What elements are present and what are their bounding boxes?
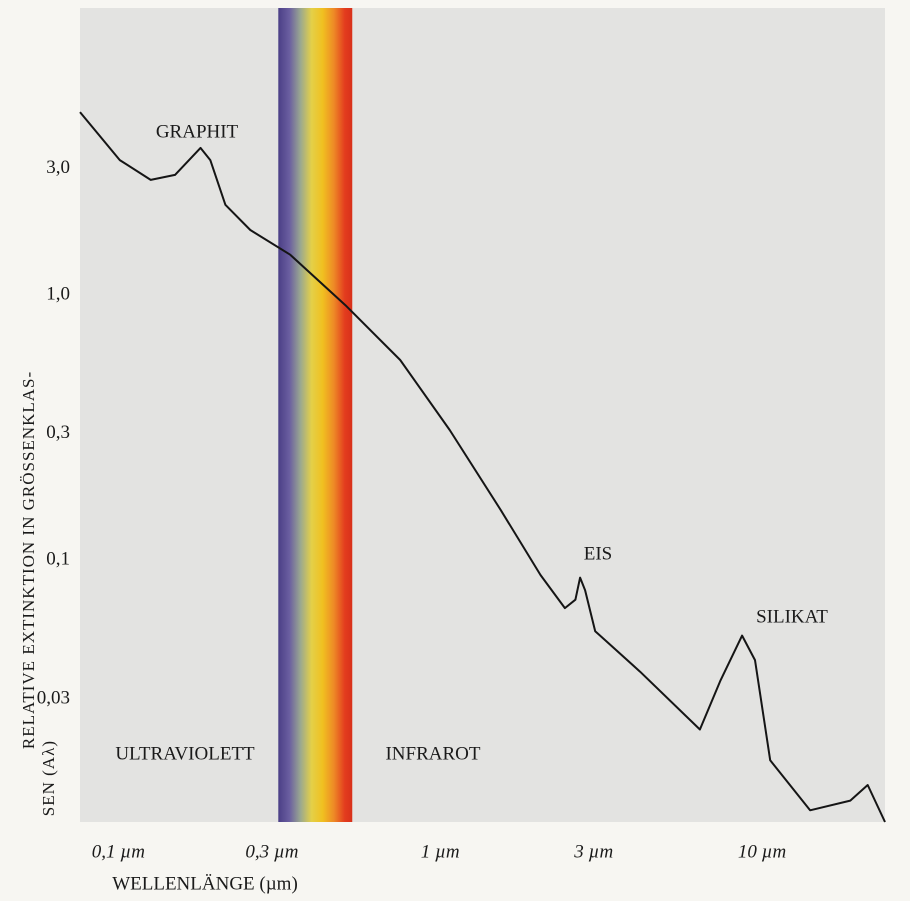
visible-band	[278, 8, 353, 822]
annotation: EIS	[584, 543, 613, 564]
y-tick-label: 0,1	[46, 549, 70, 570]
x-tick-label: 0,3 µm	[245, 841, 298, 862]
y-tick-label: 0,3	[46, 422, 70, 443]
annotation: SILIKAT	[756, 606, 828, 627]
y-tick-label: 0,03	[37, 687, 70, 708]
x-axis-label: WELLENLÄNGE (µm)	[112, 873, 298, 894]
x-tick-label: 0,1 µm	[92, 841, 145, 862]
x-tick-label: 10 µm	[738, 841, 786, 862]
y-tick-label: 1,0	[46, 283, 70, 304]
annotation: GRAPHIT	[156, 121, 239, 142]
y-axis-label: SEN (Aλ)	[39, 740, 58, 816]
annotation: ULTRAVIOLETT	[115, 743, 255, 764]
annotation: INFRAROT	[385, 743, 480, 764]
y-axis-label: RELATIVE EXTINKTION IN GRÖSSENKLAS-	[19, 371, 38, 749]
plot-area	[80, 8, 885, 822]
x-tick-label: 3 µm	[573, 841, 613, 862]
x-tick-label: 1 µm	[421, 841, 460, 862]
extinction-line	[79, 111, 886, 823]
y-tick-label: 3,0	[46, 157, 70, 178]
